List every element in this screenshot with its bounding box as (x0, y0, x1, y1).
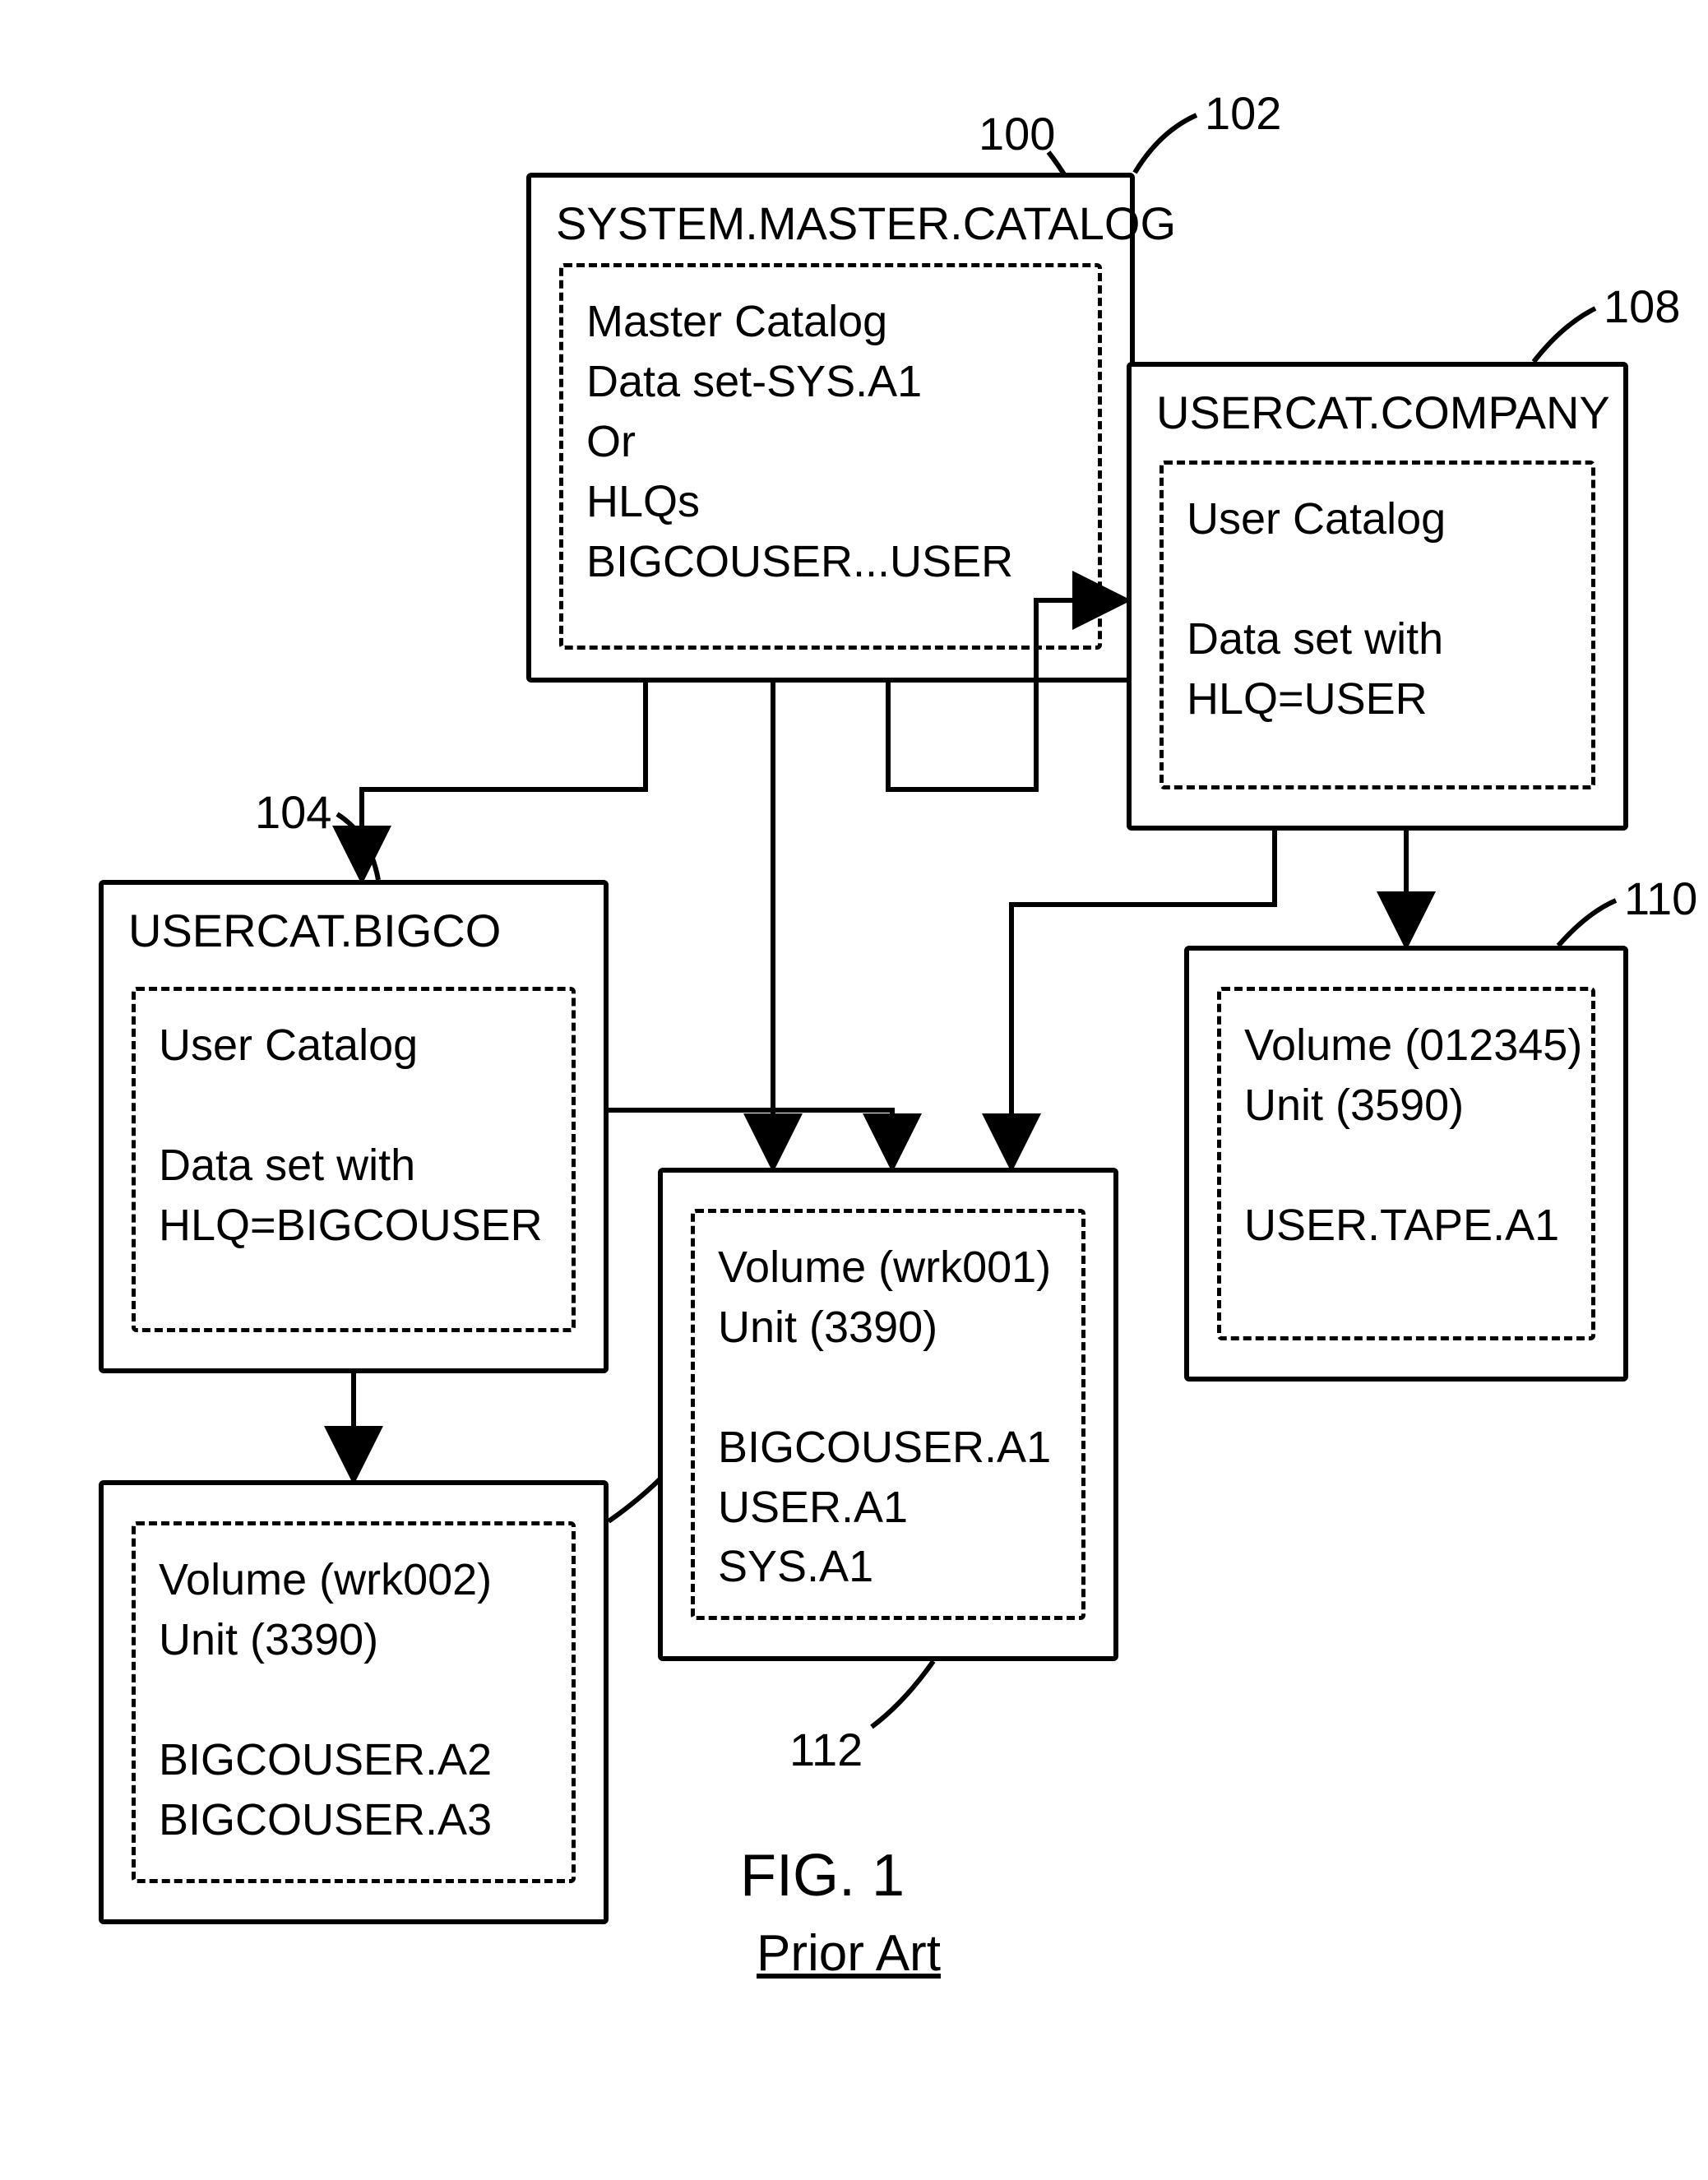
company-line: HLQ=USER (1187, 669, 1568, 729)
bigco-title: USERCAT.BIGCO (128, 900, 501, 962)
vol012345-line: USER.TAPE.A1 (1244, 1196, 1568, 1256)
bigco-line: HLQ=BIGCOUSER (159, 1196, 549, 1256)
vol001-inner: Volume (wrk001) Unit (3390) BIGCOUSER.A1… (691, 1209, 1085, 1620)
bigco-line: User Catalog (159, 1016, 549, 1076)
diagram-canvas: 100 SYSTEM.MASTER.CATALOG Master Catalog… (0, 0, 1708, 2180)
company-title: USERCAT.COMPANY (1156, 382, 1610, 444)
vol002-line: BIGCOUSER.A2 (159, 1730, 549, 1790)
vol001-line: USER.A1 (718, 1478, 1058, 1538)
vol001-line: BIGCOUSER.A1 (718, 1418, 1058, 1478)
company-line (1187, 549, 1568, 609)
bigco-inner: User Catalog Data set with HLQ=BIGCOUSER (132, 987, 576, 1332)
vol001-line: Unit (3390) (718, 1298, 1058, 1358)
master-line: Data set-SYS.A1 (586, 352, 1075, 412)
ref-112-label: 112 (789, 1723, 863, 1776)
ref-110-label: 110 (1624, 872, 1697, 925)
vol002-line (159, 1670, 549, 1730)
master-line: BIGCOUSER...USER (586, 532, 1075, 592)
vol002-line: BIGCOUSER.A3 (159, 1790, 549, 1850)
company-inner: User Catalog Data set with HLQ=USER (1159, 461, 1595, 789)
vol002-line: Unit (3390) (159, 1610, 549, 1670)
master-title: SYSTEM.MASTER.CATALOG (556, 192, 1176, 255)
vol012345-line (1244, 1136, 1568, 1196)
vol001-line: Volume (wrk001) (718, 1238, 1058, 1298)
company-line: Data set with (1187, 609, 1568, 669)
vol012345-line: Volume (012345) (1244, 1016, 1568, 1076)
vol012345-inner: Volume (012345) Unit (3590) USER.TAPE.A1 (1217, 987, 1595, 1340)
vol012345-line: Unit (3590) (1244, 1076, 1568, 1136)
ref-100-label: 100 (979, 107, 1055, 160)
bigco-line (159, 1076, 549, 1136)
vol002-inner: Volume (wrk002) Unit (3390) BIGCOUSER.A2… (132, 1521, 576, 1883)
master-line: Master Catalog (586, 292, 1075, 352)
ref-104-label: 104 (255, 785, 331, 839)
ref-102-label: 102 (1205, 86, 1281, 140)
figure-subtitle: Prior Art (757, 1924, 941, 1983)
ref-108-label: 108 (1604, 280, 1680, 333)
master-inner: Master Catalog Data set-SYS.A1 Or HLQs B… (559, 263, 1102, 650)
company-line: User Catalog (1187, 489, 1568, 549)
bigco-line: Data set with (159, 1136, 549, 1196)
vol001-line: SYS.A1 (718, 1537, 1058, 1597)
vol001-line (718, 1358, 1058, 1418)
vol002-line: Volume (wrk002) (159, 1550, 549, 1610)
master-line: Or (586, 412, 1075, 472)
figure-title: FIG. 1 (740, 1842, 905, 1909)
master-line: HLQs (586, 472, 1075, 532)
